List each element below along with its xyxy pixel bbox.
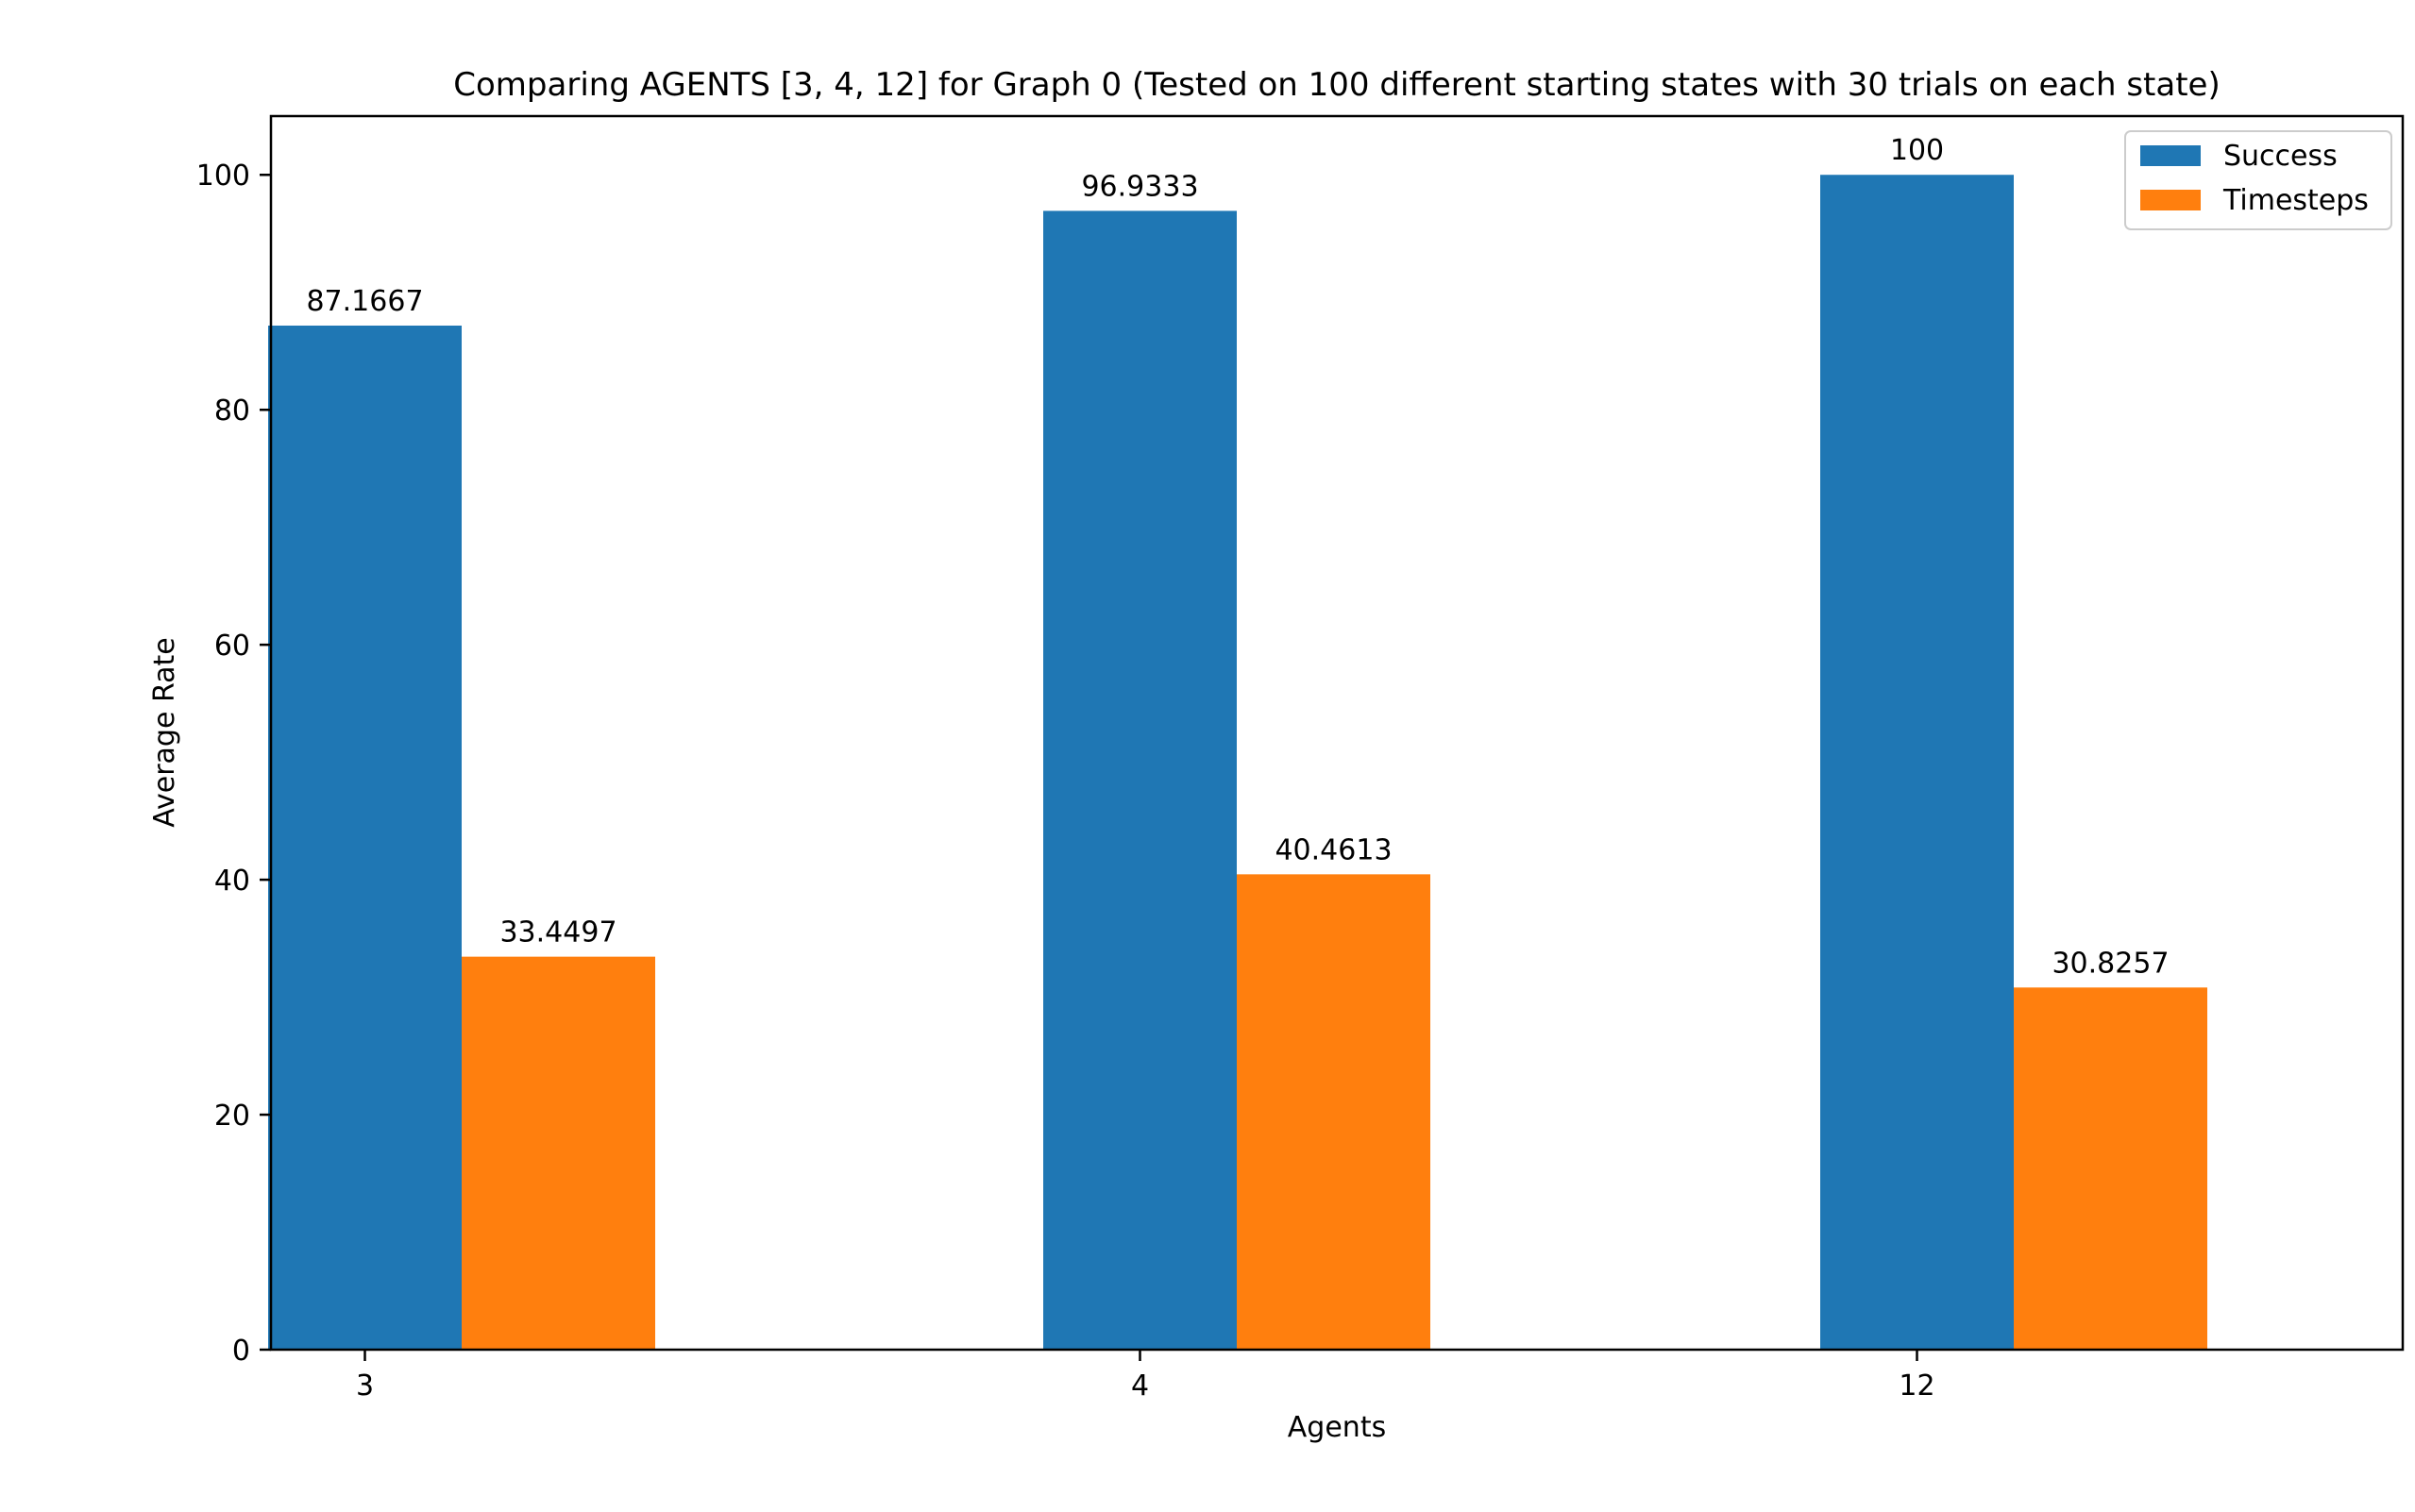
bar-timesteps-4	[1237, 874, 1430, 1350]
legend-label-timesteps: Timesteps	[2222, 184, 2369, 217]
x-axis: 3 4 12	[356, 1350, 1935, 1403]
bars-layer	[268, 175, 2207, 1351]
bar-success-4	[1043, 210, 1237, 1350]
x-axis-label: Agents	[1288, 1411, 1386, 1444]
bar-timesteps-3	[462, 956, 655, 1350]
legend-swatch-timesteps	[2140, 190, 2201, 210]
legend-label-success: Success	[2223, 140, 2338, 173]
data-labels-layer: 87.1667 96.9333 100 33.4497 40.4613 30.8257	[306, 134, 2169, 980]
y-tick-label: 80	[214, 395, 250, 428]
data-label-success-12: 100	[1890, 134, 1944, 167]
y-tick-label: 40	[214, 865, 250, 898]
data-label-success-4: 96.9333	[1081, 170, 1198, 203]
x-tick-label: 4	[1131, 1369, 1149, 1403]
y-tick-label: 60	[214, 630, 250, 663]
y-tick-label: 20	[214, 1100, 250, 1133]
y-axis-label: Average Rate	[148, 637, 181, 828]
bar-timesteps-12	[2014, 987, 2207, 1350]
bar-success-3	[268, 325, 462, 1350]
data-label-timesteps-3: 33.4497	[499, 916, 616, 949]
y-axis: 0 20 40 60 80 100	[196, 160, 271, 1368]
chart-title: Comparing AGENTS [3, 4, 12] for Graph 0 …	[453, 66, 2220, 104]
bar-success-12	[1820, 175, 2014, 1351]
legend-swatch-success	[2140, 145, 2201, 166]
data-label-timesteps-12: 30.8257	[2052, 947, 2169, 980]
x-tick-label: 12	[1899, 1369, 1934, 1403]
data-label-success-3: 87.1667	[306, 285, 423, 318]
y-tick-label: 0	[232, 1335, 250, 1368]
y-tick-label: 100	[196, 160, 250, 193]
data-label-timesteps-4: 40.4613	[1275, 833, 1392, 866]
plot-frame	[269, 114, 2405, 1352]
legend: Success Timesteps	[2124, 130, 2392, 230]
x-tick-label: 3	[356, 1369, 374, 1403]
